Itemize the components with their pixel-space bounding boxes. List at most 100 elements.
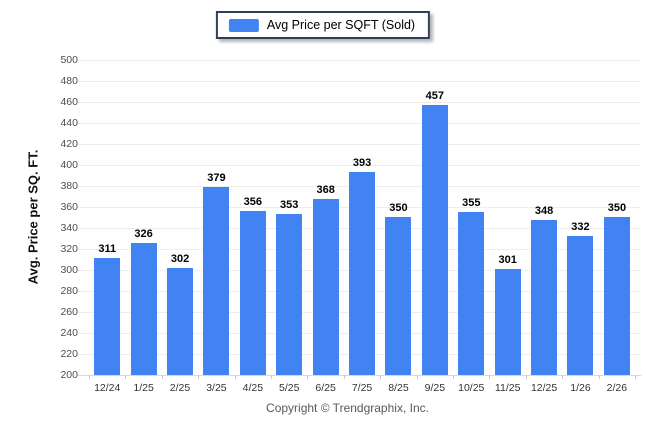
bar-column: 393 — [344, 60, 380, 375]
bar-value-label: 311 — [98, 243, 117, 255]
y-tick-label: 280 — [60, 285, 78, 297]
legend: Avg Price per SQFT (Sold) — [215, 11, 431, 39]
bar-column: 326 — [125, 60, 161, 375]
x-tick-label: 5/25 — [279, 382, 300, 394]
bar-value-label: 302 — [170, 253, 190, 265]
x-tick-label: 3/25 — [206, 382, 227, 394]
x-tick-mark — [380, 375, 382, 379]
x-tick-label: 7/25 — [351, 382, 373, 394]
y-axis-title: Avg. Price per SQ. FT. — [25, 149, 41, 285]
x-tick-label: 9/25 — [424, 382, 446, 394]
y-tick-label: 460 — [60, 96, 78, 108]
x-tick-label: 11/25 — [494, 382, 521, 394]
y-tick-label: 420 — [60, 138, 78, 150]
x-tick-label: 2/25 — [169, 382, 191, 394]
x-tick-label: 6/25 — [315, 382, 336, 394]
x-tick-label: 10/25 — [458, 382, 485, 394]
bar-value-label: 457 — [425, 90, 445, 102]
x-tick-mark — [635, 375, 636, 379]
y-tick-label: 340 — [60, 222, 78, 234]
bars-container: 311 326 302 379 356 353 368 393 350 457 355 301 348 3… — [89, 60, 635, 375]
x-tick-mark — [525, 375, 527, 379]
bar-column: 368 — [307, 60, 343, 375]
x-tick-label: 8/25 — [388, 382, 409, 394]
x-tick-mark — [453, 375, 454, 379]
bar-column: 301 — [489, 60, 525, 375]
bar-value-label: 350 — [389, 202, 408, 214]
gridline — [78, 165, 641, 166]
bar-column: 379 — [198, 60, 234, 375]
x-axis-line — [78, 375, 641, 376]
x-tick-mark — [343, 375, 345, 379]
bar — [276, 214, 303, 375]
bar-value-label: 379 — [207, 172, 226, 184]
x-tick-mark — [234, 375, 236, 379]
bar-value-label: 326 — [134, 228, 153, 240]
bar-column: 350 — [599, 60, 635, 375]
bar — [94, 258, 121, 375]
x-tick-label: 12/25 — [530, 382, 558, 394]
x-tick-mark — [598, 375, 600, 379]
x-tick-label: 4/25 — [242, 382, 264, 394]
bar-column: 355 — [453, 60, 489, 375]
bar-value-label: 301 — [498, 254, 517, 266]
plot-area: 311 326 302 379 356 353 368 393 350 457 355 301 348 3… — [78, 60, 641, 376]
x-tick-mark — [307, 375, 309, 379]
x-tick-label: 2/26 — [606, 382, 628, 394]
y-tick-label: 220 — [60, 348, 78, 360]
bar-column: 353 — [271, 60, 307, 375]
y-tick-label: 500 — [60, 54, 78, 66]
bar — [203, 187, 230, 375]
bar-column: 311 — [89, 60, 125, 375]
bar — [239, 211, 266, 375]
x-tick-label: 12/24 — [94, 382, 121, 394]
legend-label: Avg Price per SQFT (Sold) — [266, 18, 416, 32]
x-tick-mark — [161, 375, 163, 379]
bar — [567, 236, 594, 375]
bar-value-label: 368 — [316, 184, 335, 196]
x-axis-tick-labels: 12/24 1/25 2/25 3/25 4/25 5/25 6/25 7/25 8/25 9/2… — [89, 382, 635, 394]
x-tick-label: 1/26 — [570, 382, 591, 394]
bar — [531, 220, 558, 375]
x-tick-mark — [562, 375, 564, 379]
legend-swatch-icon — [228, 18, 259, 32]
x-tick-mark — [198, 375, 200, 379]
copyright-text: Copyright © Trendgraphix, Inc. — [266, 401, 429, 415]
bar-value-label: 356 — [243, 196, 262, 208]
bar-value-label: 353 — [280, 199, 299, 211]
bar — [603, 217, 630, 375]
y-tick-label: 300 — [60, 264, 78, 276]
bar — [167, 268, 194, 375]
x-tick-label: 1/25 — [133, 382, 154, 394]
x-tick-mark — [125, 375, 127, 379]
y-tick-label: 380 — [60, 180, 78, 192]
bar — [349, 172, 376, 375]
bar — [312, 199, 339, 375]
y-axis-tick-labels: 200 220 240 260 280 300 320 340 360 380 400 420 440 4… — [40, 54, 78, 381]
bar-value-label: 350 — [607, 202, 627, 214]
y-tick-label: 400 — [60, 159, 78, 171]
bar-value-label: 332 — [571, 221, 590, 233]
bar — [458, 212, 485, 375]
bar-column: 350 — [380, 60, 416, 375]
bar-value-label: 355 — [462, 197, 481, 209]
y-tick-label: 360 — [60, 201, 78, 213]
x-tick-mark — [489, 375, 491, 379]
bar-value-label: 348 — [534, 205, 554, 217]
gridline — [78, 102, 641, 103]
x-tick-mark — [271, 375, 272, 379]
y-tick-label: 480 — [60, 75, 78, 87]
bar — [421, 105, 448, 375]
bar-column: 348 — [526, 60, 562, 375]
y-tick-label: 260 — [60, 306, 78, 318]
gridline — [78, 123, 641, 124]
x-tick-mark — [416, 375, 418, 379]
gridline — [78, 144, 641, 145]
bar — [385, 217, 412, 375]
bar-value-label: 393 — [352, 157, 372, 169]
bar-column: 332 — [562, 60, 598, 375]
bar — [494, 269, 521, 375]
y-tick-label: 320 — [60, 243, 78, 255]
y-tick-label: 200 — [60, 369, 78, 381]
